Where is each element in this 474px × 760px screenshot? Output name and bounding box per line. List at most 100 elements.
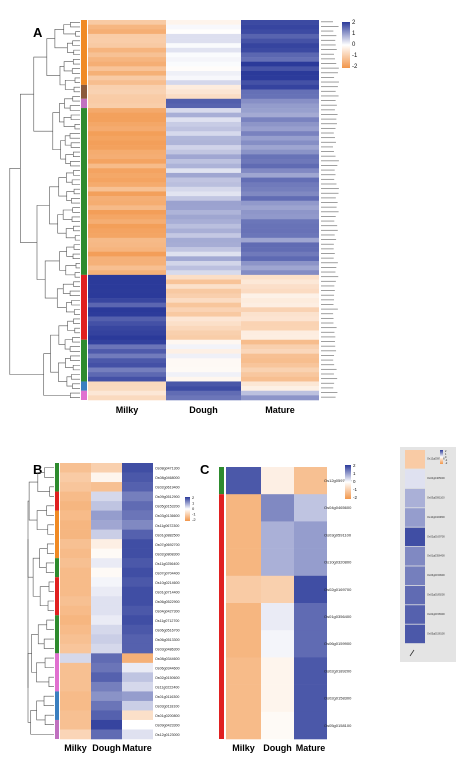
panel-b-legend-tick: -1 xyxy=(192,512,196,517)
panel-b-cell xyxy=(60,681,91,692)
panel-b-cell xyxy=(122,729,153,740)
panel-a-dendrogram xyxy=(74,272,80,278)
panel-a-dendrogram xyxy=(70,22,80,28)
panel-b-dendrogram xyxy=(36,700,46,721)
panel-a-gene-label xyxy=(321,373,334,375)
panel-a-cell xyxy=(88,66,166,72)
panel-a-cell xyxy=(88,307,166,313)
panel-a-cell xyxy=(241,182,319,188)
panel-a-cell xyxy=(241,311,319,317)
panel-a-cell xyxy=(166,177,241,183)
panel-c-legend-tick: -1 xyxy=(353,487,357,492)
panel-a-group-bar xyxy=(81,20,87,85)
panel-b-row-label: Os02g0808300 xyxy=(155,552,180,556)
panel-b-row-label: Os01g0882500 xyxy=(155,533,180,537)
thumbnail-legend-tick: 0 xyxy=(445,456,447,459)
panel-a-cell xyxy=(88,33,166,39)
panel-b-row-label: Os02g0619400 xyxy=(155,486,180,490)
panel-a-cell xyxy=(166,149,241,155)
panel-a-cell xyxy=(166,293,241,299)
panel-a-dendrogram xyxy=(72,253,80,259)
panel-a-cell xyxy=(241,33,319,39)
panel-a-cell xyxy=(166,307,241,313)
panel-a-dendrogram xyxy=(69,133,80,139)
panel-b-dendrogram xyxy=(49,486,54,497)
panel-a-gene-label xyxy=(321,44,336,46)
panel-a-cell xyxy=(88,233,166,239)
panel-a-cell xyxy=(88,163,166,169)
panel-a-cell xyxy=(88,358,166,364)
panel-b-cell xyxy=(91,482,122,492)
panel-a-gene-label xyxy=(321,49,337,50)
panel-b-group-bar xyxy=(55,691,59,720)
panel-a-cell xyxy=(166,196,241,202)
panel-b-cell xyxy=(122,539,153,549)
panel-b-cell xyxy=(60,643,91,654)
thumbnail-legend-tick: -1 xyxy=(445,459,448,462)
panel-a-gene-label xyxy=(321,253,335,254)
panel-a-cell xyxy=(166,386,241,392)
panel-b-group-bar xyxy=(55,510,59,559)
panel-a-cell xyxy=(241,80,319,86)
panel-a-gene-label xyxy=(321,141,336,143)
panel-c-label: C xyxy=(200,462,210,477)
panel-a-dendrogram xyxy=(73,309,80,315)
panel-c-row-label: Os03g0591100 xyxy=(324,532,352,537)
panel-a-cell xyxy=(88,149,166,155)
panel-a-gene-label xyxy=(321,276,339,278)
panel-b-row-label: Os01g0200800 xyxy=(155,714,180,718)
panel-a-dendrogram xyxy=(54,28,68,49)
panel-b-cell xyxy=(91,729,122,740)
thumbnail-row-label: Os12g0597600 xyxy=(427,457,445,461)
panel-a-gene-label xyxy=(321,211,339,213)
panel-a-cell xyxy=(88,302,166,308)
panel-a-cell xyxy=(241,298,319,303)
panel-a-cell xyxy=(241,260,319,266)
panel-a-cell xyxy=(88,47,166,53)
panel-a-cell xyxy=(88,38,166,44)
panel-a-gene-label xyxy=(321,345,336,347)
thumbnail-mark xyxy=(409,649,415,657)
panel-a-cell xyxy=(88,135,166,141)
panel-a-cell xyxy=(241,29,319,35)
panel-a-cell xyxy=(88,112,166,118)
panel-a-cell xyxy=(88,103,166,109)
panel-a-dendrogram xyxy=(73,244,80,250)
panel-a-dendrogram xyxy=(66,376,73,387)
panel-b-dendrogram xyxy=(46,619,54,630)
panel-b-cell xyxy=(91,586,122,597)
panel-a-dendrogram xyxy=(70,142,80,148)
panel-a-cell xyxy=(241,135,319,141)
panel-b-cell xyxy=(122,463,153,473)
panel-a-cell xyxy=(166,358,241,364)
panel-b-row-label: Os03g0486300 xyxy=(155,647,180,651)
panel-a-cell xyxy=(88,321,166,327)
panel-a-cell xyxy=(241,38,319,44)
panel-b-cell xyxy=(60,501,91,511)
panel-a-cell xyxy=(166,349,241,354)
panel-a-cell xyxy=(241,126,319,132)
panel-a-cell xyxy=(241,186,319,192)
panel-c-cell xyxy=(294,657,327,685)
panel-a-cell xyxy=(166,362,241,368)
panel-b-cell xyxy=(60,700,91,711)
panel-c-cell xyxy=(261,548,294,577)
panel-a-cell xyxy=(88,84,166,90)
panel-a-legend-tick: 0 xyxy=(352,42,356,48)
panel-a-gene-label xyxy=(321,174,336,176)
panel-a-cell xyxy=(241,140,319,146)
panel-b-cell xyxy=(60,634,91,645)
panel-b-cell xyxy=(60,719,91,730)
panel-a-cell xyxy=(241,47,319,53)
panel-a-cell xyxy=(88,159,166,164)
panel-a-dendrogram xyxy=(65,265,76,276)
panel-a-gene-label xyxy=(321,202,338,203)
panel-b-group-bar xyxy=(55,653,59,692)
panel-a-gene-label xyxy=(321,285,335,287)
panel-a-cell xyxy=(241,154,319,160)
panel-b-cell xyxy=(91,558,122,568)
panel-b-row-label: Os07g0704400 xyxy=(155,571,180,575)
panel-a-cell xyxy=(88,108,166,113)
panel-a-cell xyxy=(88,349,166,354)
panel-a-cell xyxy=(166,43,241,49)
